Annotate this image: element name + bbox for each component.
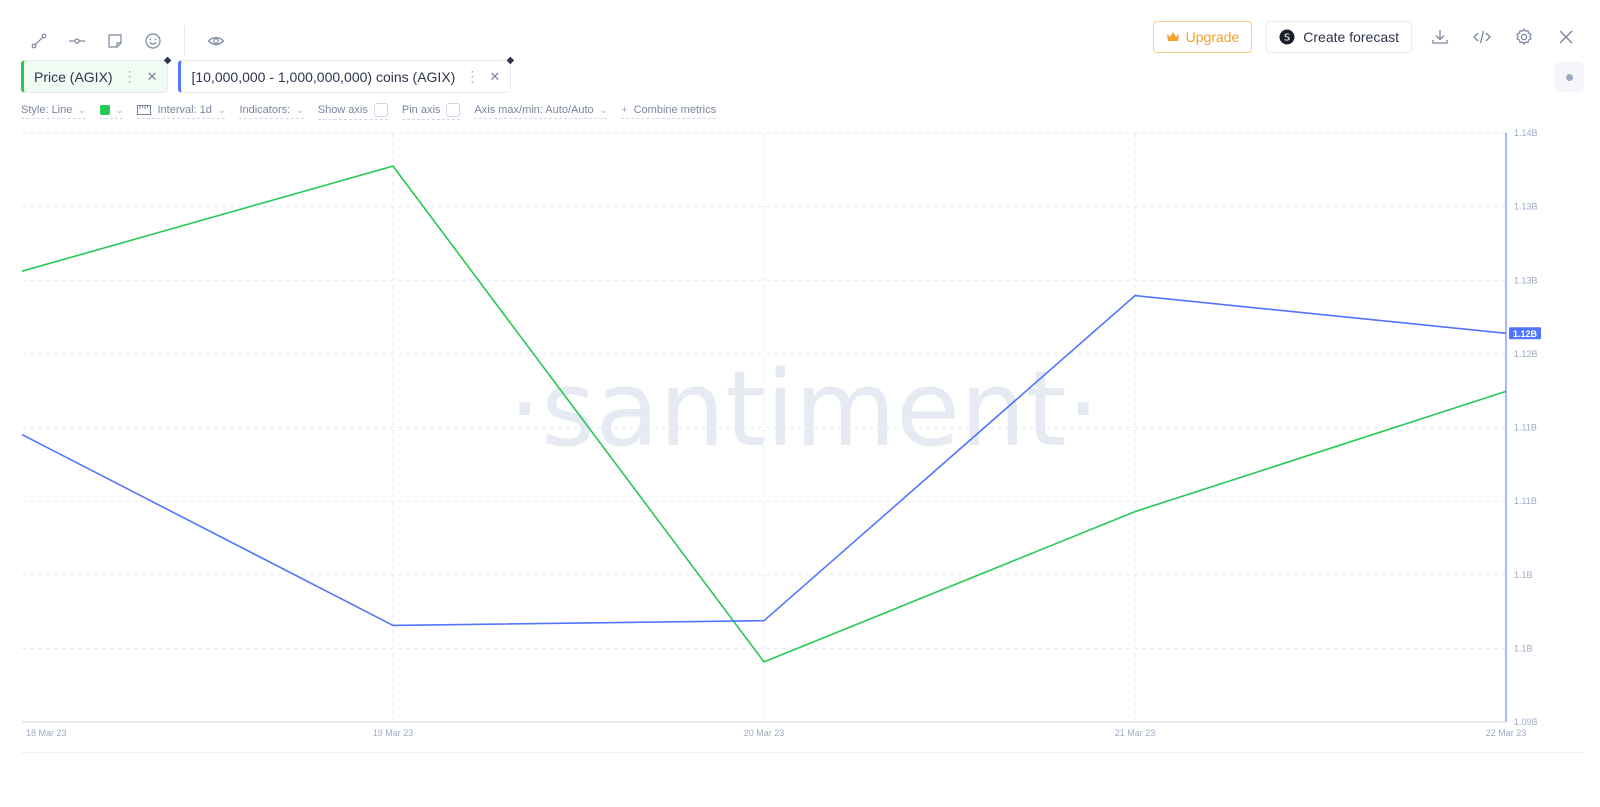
santiment-watermark: ·santiment· xyxy=(508,348,1100,470)
plus-icon: + xyxy=(621,104,628,116)
chart-area[interactable]: ·santiment· 1.14B 1.13B 1.13B 1.12B 1.11B 1.11… xyxy=(0,125,1600,760)
ethereum-icon: ◆ xyxy=(163,55,172,66)
eye-icon[interactable] xyxy=(205,30,227,52)
line-chart: ·santiment· 1.14B 1.13B 1.13B 1.12B 1.11B 1.11… xyxy=(21,128,1541,738)
show-axis-checkbox[interactable] xyxy=(373,103,388,117)
x-tick-label: 18 Mar 23 xyxy=(26,728,67,738)
color-select[interactable]: ⌄ xyxy=(99,104,124,119)
upgrade-button[interactable]: Upgrade xyxy=(1152,21,1253,53)
chevron-down-icon: ⌄ xyxy=(296,104,304,115)
x-tick-label: 20 Mar 23 xyxy=(744,728,785,738)
interval-select[interactable]: Interval: 1d ⌄ xyxy=(137,104,226,119)
crown-icon xyxy=(1166,32,1179,41)
last-value-badge xyxy=(1509,327,1541,340)
upgrade-label: Upgrade xyxy=(1185,29,1240,45)
indicators-label: Indicators: xyxy=(239,104,291,116)
y-tick-label: 1.13B xyxy=(1514,202,1538,212)
remove-metric-icon[interactable]: ✕ xyxy=(489,68,501,84)
x-tick-label: 19 Mar 23 xyxy=(373,728,414,738)
y-tick-label: 1.12B xyxy=(1514,349,1538,359)
y-tick-label: 1.14B xyxy=(1514,128,1538,138)
svg-text:S: S xyxy=(1284,33,1290,44)
chart-settings-row: Style: Line ⌄ ⌄ Interval: 1d ⌄ Indicators:… xyxy=(21,103,717,120)
drawing-toolbar xyxy=(28,26,227,56)
interval-label: Interval: 1d xyxy=(157,104,212,116)
show-axis-label: Show axis xyxy=(317,104,368,116)
x-tick-label: 22 Mar 23 xyxy=(1486,728,1527,738)
metric-pill-holders[interactable]: [10,000,000 - 1,000,000,000) coins (AGIX… xyxy=(178,55,514,93)
embed-code-icon[interactable] xyxy=(1468,23,1496,51)
line-draw-icon[interactable] xyxy=(28,30,50,52)
show-axis-toggle[interactable]: Show axis xyxy=(317,103,388,120)
axis-maxmin-label: Axis max/min: Auto/Auto xyxy=(474,104,594,116)
remove-metric-icon[interactable]: ✕ xyxy=(146,68,158,84)
toolbar-divider xyxy=(184,26,185,56)
sticky-note-icon[interactable] xyxy=(104,30,126,52)
metric-label: [10,000,000 - 1,000,000,000) coins (AGIX… xyxy=(191,68,456,85)
combine-metrics-label: Combine metrics xyxy=(633,104,717,116)
chevron-down-icon: ⌄ xyxy=(115,104,124,115)
color-swatch xyxy=(99,105,110,115)
ethereum-icon: ◆ xyxy=(506,55,515,66)
y-tick-label: 1.09B xyxy=(1514,717,1538,727)
pin-axis-checkbox[interactable] xyxy=(446,103,461,117)
metric-pill-price[interactable]: Price (AGIX) ⋮ ✕ ◆ xyxy=(21,55,171,93)
chevron-down-icon: ⌄ xyxy=(217,104,226,115)
santiment-logo-icon: S xyxy=(1279,29,1295,45)
metrics-bar: Price (AGIX) ⋮ ✕ ◆ [10,000,000 - 1,000,0… xyxy=(21,55,514,93)
chart-actions: Upgrade S Create forecast xyxy=(1152,21,1580,53)
chevron-down-icon: ⌄ xyxy=(78,104,86,115)
download-icon[interactable] xyxy=(1426,23,1454,51)
pin-axis-label: Pin axis xyxy=(401,104,441,116)
indicators-select[interactable]: Indicators: ⌄ xyxy=(239,104,304,119)
y-tick-label: 1.13B xyxy=(1514,275,1538,285)
style-label: Style: Line xyxy=(21,104,73,116)
chevron-down-icon: ⌄ xyxy=(599,104,608,115)
dot-icon xyxy=(1565,73,1573,81)
metric-label: Price (AGIX) xyxy=(34,68,113,85)
create-forecast-button[interactable]: S Create forecast xyxy=(1266,21,1412,53)
combine-metrics-button[interactable]: + Combine metrics xyxy=(621,104,717,119)
more-options-icon[interactable]: ⋮ xyxy=(122,68,137,84)
axis-maxmin-select[interactable]: Axis max/min: Auto/Auto ⌄ xyxy=(474,104,608,119)
ruler-icon xyxy=(137,105,152,115)
y-tick-label: 1.1B xyxy=(1514,570,1533,580)
horizontal-ray-icon[interactable] xyxy=(66,30,88,52)
last-value-label: 1.12B xyxy=(1513,329,1538,339)
chart-footer-divider xyxy=(21,752,1584,753)
emoji-icon[interactable] xyxy=(142,30,164,52)
y-tick-label: 1.11B xyxy=(1514,496,1537,506)
create-forecast-label: Create forecast xyxy=(1303,29,1399,45)
style-select[interactable]: Style: Line ⌄ xyxy=(21,104,86,119)
x-tick-label: 21 Mar 23 xyxy=(1115,728,1156,738)
settings-gear-icon[interactable] xyxy=(1510,23,1538,51)
y-tick-label: 1.11B xyxy=(1514,423,1537,433)
more-options-icon[interactable]: ⋮ xyxy=(465,68,480,84)
y-tick-label: 1.1B xyxy=(1514,643,1533,653)
status-dot-button[interactable] xyxy=(1554,62,1584,92)
close-icon[interactable] xyxy=(1552,23,1580,51)
pin-axis-toggle[interactable]: Pin axis xyxy=(401,103,461,120)
